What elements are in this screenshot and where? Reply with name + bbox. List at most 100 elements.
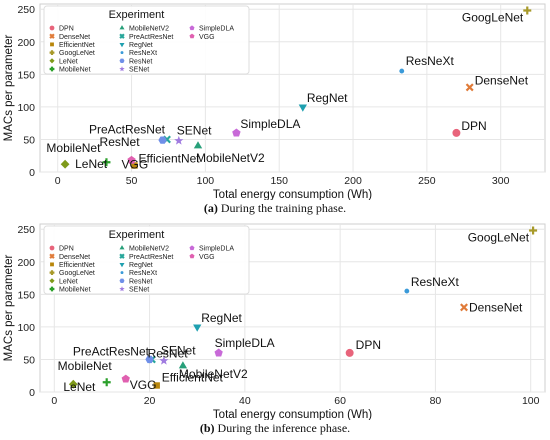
annotation-simpledla: SimpleDLA — [215, 336, 275, 350]
point-googlenet — [523, 6, 532, 15]
legend-marker-dpn — [49, 25, 55, 31]
legend-label-efficientnet: EfficientNet — [59, 42, 95, 49]
caption-label: (a) — [203, 201, 218, 215]
annotation-resnext: ResNeXt — [406, 54, 455, 68]
point-densenet — [460, 303, 468, 312]
legend-marker-resnext — [120, 271, 124, 275]
legend-marker-mobilenet — [49, 66, 55, 72]
annotation-densenet: DenseNet — [469, 300, 523, 314]
point-dpn — [452, 128, 461, 137]
x-axis-label: Total energy consumption (Wh) — [213, 409, 372, 420]
legend-marker-resnet — [119, 58, 125, 63]
x-axis-label: Total energy consumption (Wh) — [213, 189, 372, 200]
x-tick-label: 0 — [55, 175, 61, 187]
legend-marker-resnet — [119, 278, 125, 283]
grid — [40, 224, 545, 393]
legend-title: Experiment — [109, 9, 165, 21]
annotation-vgg: VGG — [130, 378, 157, 392]
caption-training: (a) During the training phase. — [0, 201, 550, 216]
point-efficientnet — [131, 162, 138, 169]
point-resnext — [404, 288, 410, 294]
legend-marker-simpledla — [189, 245, 195, 251]
x-tick-label: 250 — [418, 175, 436, 187]
annotation-regnet: RegNet — [201, 311, 242, 325]
legend-label-simpledla: SimpleDLA — [199, 26, 234, 33]
y-axis-label: MACs per parameter — [3, 34, 15, 141]
legend-marker-googlenet — [49, 270, 55, 275]
y-tick-label: 50 — [23, 134, 35, 146]
annotation-senet: SENet — [177, 124, 212, 138]
data-points — [60, 6, 532, 169]
annotation-efficientnet: EfficientNet — [162, 370, 224, 384]
annotation-lenet: LeNet — [63, 380, 96, 394]
point-mobilenet — [102, 158, 111, 167]
panel-inference: 0 20 40 60 80 100 0 50 100 150 200 250 Total energy … — [0, 220, 550, 440]
legend-label-googlenet: GoogLeNet — [59, 50, 95, 57]
legend-marker-senet — [119, 66, 125, 72]
legend-label-lenet: LeNet — [59, 58, 78, 65]
legend-label-dpn: DPN — [59, 26, 74, 33]
legend-label-regnet: RegNet — [129, 42, 153, 49]
y-tick-label: 250 — [17, 224, 35, 236]
x-tick-label: 200 — [344, 175, 362, 187]
annotation-efficientnet: EfficientNet — [139, 151, 201, 165]
point-regnet — [193, 324, 202, 332]
annotation-senet: SENet — [161, 344, 196, 358]
y-tick-label: 100 — [17, 322, 35, 334]
annotation-mobilenet: MobileNet — [46, 141, 101, 155]
legend-label-googlenet: GoogLeNet — [59, 270, 95, 277]
legend-label-senet: SENet — [129, 67, 149, 74]
legend-label-densenet: DenseNet — [59, 34, 90, 41]
legend-marker-dpn — [49, 245, 55, 251]
annotation-preactresnet: PreActResNet — [89, 122, 166, 136]
y-tick-label: 0 — [29, 167, 35, 179]
annotation-vgg: VGG — [122, 157, 149, 171]
legend-marker-regnet — [119, 263, 125, 268]
point-resnet — [158, 136, 167, 144]
point-simpledla — [232, 128, 241, 137]
caption-inference: (b) During the inference phase. — [0, 421, 550, 436]
legend-marker-densenet — [49, 33, 55, 39]
legend-marker-mobilenet — [49, 286, 55, 292]
point-googlenet — [529, 226, 538, 235]
legend-marker-regnet — [119, 43, 125, 48]
legend-label-regnet: RegNet — [129, 262, 153, 269]
legend-label-preactresnet: PreActResNet — [129, 34, 173, 41]
legend-label-mobilenetv2: MobileNetV2 — [129, 26, 169, 33]
point-resnet — [145, 355, 154, 364]
caption-text: During the inference phase. — [217, 421, 351, 435]
legend-label-resnet: ResNet — [129, 278, 152, 285]
point-mobilenet — [102, 378, 111, 387]
x-tick-label: 300 — [492, 175, 510, 187]
legend-label-mobilenet: MobileNet — [59, 67, 91, 74]
annotation-simpledla: SimpleDLA — [240, 117, 300, 131]
annotation-resnext: ResNeXt — [411, 275, 460, 289]
x-tick-label: 100 — [522, 395, 540, 407]
y-tick-label: 200 — [17, 37, 35, 49]
legend-marker-senet — [119, 286, 125, 292]
point-efficientnet — [153, 382, 160, 389]
legend-label-vgg: VGG — [199, 254, 215, 261]
legend-marker-vgg — [189, 33, 195, 39]
legend-box — [43, 5, 250, 75]
annotation-regnet: RegNet — [307, 91, 348, 105]
point-annotations: GoogLeNet ResNeXt DenseNet RegNet DPN SimpleD… — [58, 231, 530, 395]
x-tick-label: 20 — [144, 395, 156, 407]
legend-label-preactresnet: PreActResNet — [129, 254, 173, 261]
annotation-dpn: DPN — [356, 338, 381, 352]
legend-marker-densenet — [49, 253, 55, 259]
legend-box — [43, 225, 250, 295]
legend-label-senet: SENet — [129, 287, 149, 294]
legend: Experiment DPNDenseNetEfficientNetGoogLeN… — [43, 225, 250, 295]
x-tick-label: 50 — [126, 175, 138, 187]
legend-marker-lenet — [49, 58, 55, 64]
data-points — [68, 226, 538, 389]
y-tick-label: 100 — [17, 102, 35, 114]
y-tick-label: 150 — [17, 69, 35, 81]
x-tick-label: 150 — [270, 175, 288, 187]
annotation-resnet: ResNet — [100, 135, 141, 149]
point-simpledla — [214, 348, 223, 357]
point-annotations: GoogLeNet ResNeXt DenseNet RegNet DPN SimpleD… — [46, 11, 528, 172]
x-tick-label: 40 — [239, 395, 251, 407]
caption-label: (b) — [199, 421, 215, 435]
